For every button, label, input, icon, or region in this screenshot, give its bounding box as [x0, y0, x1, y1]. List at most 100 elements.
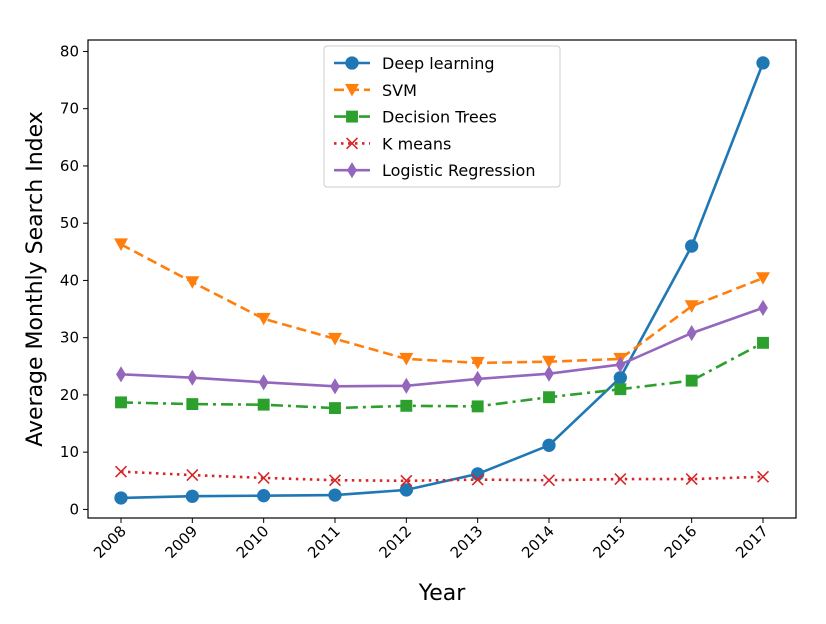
legend-item-svm: SVM: [334, 81, 417, 100]
deep-learning-point: [399, 483, 413, 497]
k-means-point: [328, 474, 342, 487]
decision-trees-point: [757, 336, 769, 349]
deep-learning-point: [114, 491, 128, 505]
y-tick-label: 0: [69, 500, 79, 518]
x-tick-label: 2008: [90, 522, 130, 562]
y-tick-label: 10: [60, 443, 79, 461]
plot-frame: [87, 39, 797, 519]
decision-trees-point: [614, 383, 627, 396]
legend: Deep learning SVM Decision Trees K means Log…: [323, 45, 561, 188]
x-axis-ticks: 2008 2009 2010 2011 2012 2013 2014 2015 2016 2017: [90, 518, 772, 562]
decision-trees-point: [471, 400, 484, 413]
series-deep-learning: [114, 56, 770, 505]
svm-point: [756, 272, 770, 285]
y-axis-ticks: 0 10 20 30 40 50 60 70 80: [60, 42, 88, 518]
decision-trees-point: [186, 398, 199, 411]
decision-trees-point: [329, 402, 341, 415]
deep-learning-point: [613, 371, 627, 385]
x-tick-label: 2012: [375, 522, 415, 562]
legend-item-deep-learning: Deep learning: [334, 54, 495, 73]
series-line-decision-trees: [120, 341, 764, 410]
x-tick-label: 2016: [661, 522, 701, 562]
series-line-svm: [120, 243, 764, 365]
k-means-point: [114, 465, 128, 478]
decision-trees-point: [685, 374, 698, 387]
series-line-deep-learning: [120, 62, 765, 500]
legend-item-k-means: K means: [334, 134, 451, 153]
y-axis-label: Average Monthly Search Index: [23, 111, 48, 447]
x-tick-label: 2011: [304, 522, 344, 562]
legend-frame: [323, 45, 561, 188]
legend-marker-k-means: [345, 137, 359, 150]
series-line-k-means: [120, 470, 764, 483]
deep-learning-point: [542, 438, 556, 452]
legend-marker-decision-trees: [346, 110, 358, 123]
legend-label-k-means: K means: [382, 134, 451, 153]
logistic-regression-point: [401, 377, 412, 394]
svm-point: [185, 276, 200, 289]
svm-point: [470, 356, 485, 370]
logistic-regression-point: [258, 374, 269, 391]
deep-learning-point: [685, 239, 699, 253]
decision-trees-point: [400, 399, 413, 412]
k-means-point: [756, 470, 770, 483]
k-means-point: [400, 474, 413, 487]
svm-point: [399, 352, 414, 366]
logistic-regression-point: [615, 356, 626, 373]
logistic-regression-point: [330, 378, 340, 395]
series-svm: [114, 238, 770, 370]
logistic-regression-point: [187, 369, 198, 386]
x-tick-label: 2015: [589, 522, 629, 562]
legend-label-decision-trees: Decision Trees: [382, 108, 497, 127]
k-means-point: [257, 471, 270, 484]
svm-point: [114, 238, 128, 252]
y-tick-label: 30: [60, 329, 79, 347]
y-tick-label: 40: [60, 271, 79, 289]
legend-marker-svm: [345, 83, 359, 97]
series-k-means: [114, 465, 770, 487]
logistic-regression-point: [686, 325, 697, 342]
x-tick-label: 2009: [161, 522, 201, 562]
legend-marker-deep-learning: [345, 56, 359, 70]
x-tick-label: 2010: [233, 522, 273, 562]
deep-learning-point: [257, 489, 271, 503]
y-tick-label: 70: [60, 100, 79, 118]
legend-label-svm: SVM: [382, 81, 417, 100]
legend-item-logistic-regression: Logistic Regression: [334, 161, 535, 180]
x-tick-label: 2017: [732, 522, 772, 562]
logistic-regression-point: [758, 299, 768, 316]
svm-point: [328, 332, 342, 346]
series-decision-trees: [115, 336, 769, 415]
deep-learning-point: [756, 56, 770, 70]
series-layer: [114, 56, 770, 505]
logistic-regression-point: [116, 366, 126, 383]
legend-item-decision-trees: Decision Trees: [334, 108, 497, 127]
svm-point: [256, 312, 271, 326]
decision-trees-point: [115, 396, 127, 409]
k-means-point: [471, 473, 484, 486]
k-means-point: [685, 473, 698, 486]
series-logistic-regression: [116, 299, 768, 395]
x-tick-label: 2013: [447, 522, 487, 562]
svm-point: [542, 355, 556, 369]
decision-trees-point: [257, 398, 270, 411]
x-tick-label: 2014: [518, 522, 558, 562]
series-line-logistic-regression: [120, 306, 764, 388]
logistic-regression-point: [544, 365, 554, 382]
deep-learning-point: [328, 488, 342, 502]
y-tick-label: 50: [60, 214, 79, 232]
legend-label-logistic-regression: Logistic Regression: [382, 161, 535, 180]
k-means-point: [614, 473, 627, 486]
k-means-point: [186, 469, 199, 482]
y-tick-label: 20: [60, 386, 79, 404]
k-means-point: [542, 474, 556, 487]
decision-trees-point: [543, 391, 555, 404]
deep-learning-point: [185, 489, 199, 503]
legend-marker-logistic-regression: [347, 162, 357, 179]
y-tick-label: 80: [60, 42, 79, 60]
y-tick-label: 60: [60, 157, 79, 175]
svm-point: [684, 300, 699, 313]
logistic-regression-point: [472, 370, 483, 387]
x-axis-label: Year: [418, 581, 467, 606]
